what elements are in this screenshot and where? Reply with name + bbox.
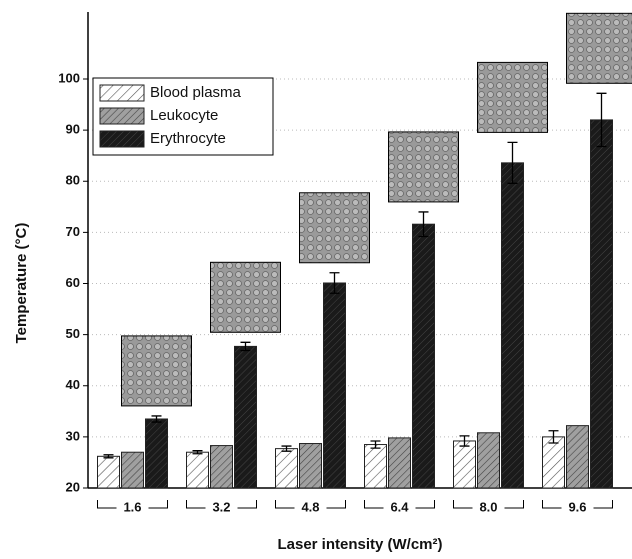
y-tick-label: 100 [58,70,80,85]
bar [478,433,500,488]
y-tick-label: 60 [66,275,80,290]
x-axis-label: Laser intensity (W/cm²) [277,536,442,553]
bar [413,224,435,488]
cell-image [567,13,632,83]
y-tick-label: 50 [66,326,80,341]
bar [146,419,168,488]
bar [300,444,322,488]
x-tick-label: 4.8 [301,499,319,514]
cell-image [122,336,192,406]
x-tick-label: 3.2 [212,499,230,514]
x-tick-label: 6.4 [390,499,409,514]
bar [324,283,346,488]
y-tick-label: 70 [66,224,80,239]
bar [543,437,565,488]
bar [567,426,589,488]
legend-label: Erythrocyte [150,130,226,147]
bar [276,449,298,488]
bar [211,446,233,488]
y-tick-label: 30 [66,428,80,443]
x-tick-label: 1.6 [123,499,141,514]
bar [389,438,411,488]
y-tick-label: 80 [66,173,80,188]
cell-image [389,132,459,202]
legend-label: Leukocyte [150,107,218,124]
y-tick-label: 20 [66,479,80,494]
x-tick-label: 8.0 [479,499,497,514]
y-tick-label: 90 [66,122,80,137]
bar [98,456,120,488]
bar [502,163,524,488]
legend-swatch [100,131,144,147]
legend-label: Blood plasma [150,84,242,101]
y-axis-label: Temperature (°C) [13,223,30,344]
bar [187,452,209,488]
x-tick-label: 9.6 [568,499,586,514]
cell-image [300,193,370,263]
bar [122,452,144,488]
bar [454,441,476,488]
bar [591,120,613,488]
cell-image [478,62,548,132]
cell-image [211,262,281,332]
bar [235,346,257,488]
bar [365,445,387,488]
y-tick-label: 40 [66,377,80,392]
legend-swatch [100,108,144,124]
legend-swatch [100,85,144,101]
